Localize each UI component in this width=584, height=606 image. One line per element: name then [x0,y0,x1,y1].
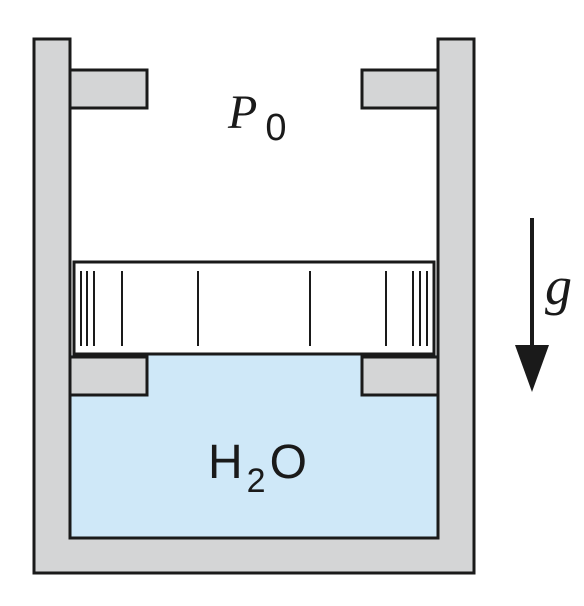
upper-stop-right [360,68,440,110]
piston [72,260,436,356]
piston-body [72,260,436,356]
fluid-suffix: O [270,436,307,489]
fluid-symbol: H [208,436,243,489]
fluid-subscript: 2 [247,462,266,500]
fluid-label: H 2 O [208,436,307,500]
upper-stop-left [68,68,149,110]
pressure-subscript: 0 [265,107,286,149]
gravity-label: g [545,256,572,316]
lower-stop-right [360,355,440,397]
cylinder-wall [32,37,476,575]
arrow-down-icon [515,218,549,392]
pressure-label: P 0 [227,86,286,149]
lower-stop-left [68,355,149,397]
gravity-arrow-head [515,345,549,392]
pressure-symbol: P [227,86,257,139]
